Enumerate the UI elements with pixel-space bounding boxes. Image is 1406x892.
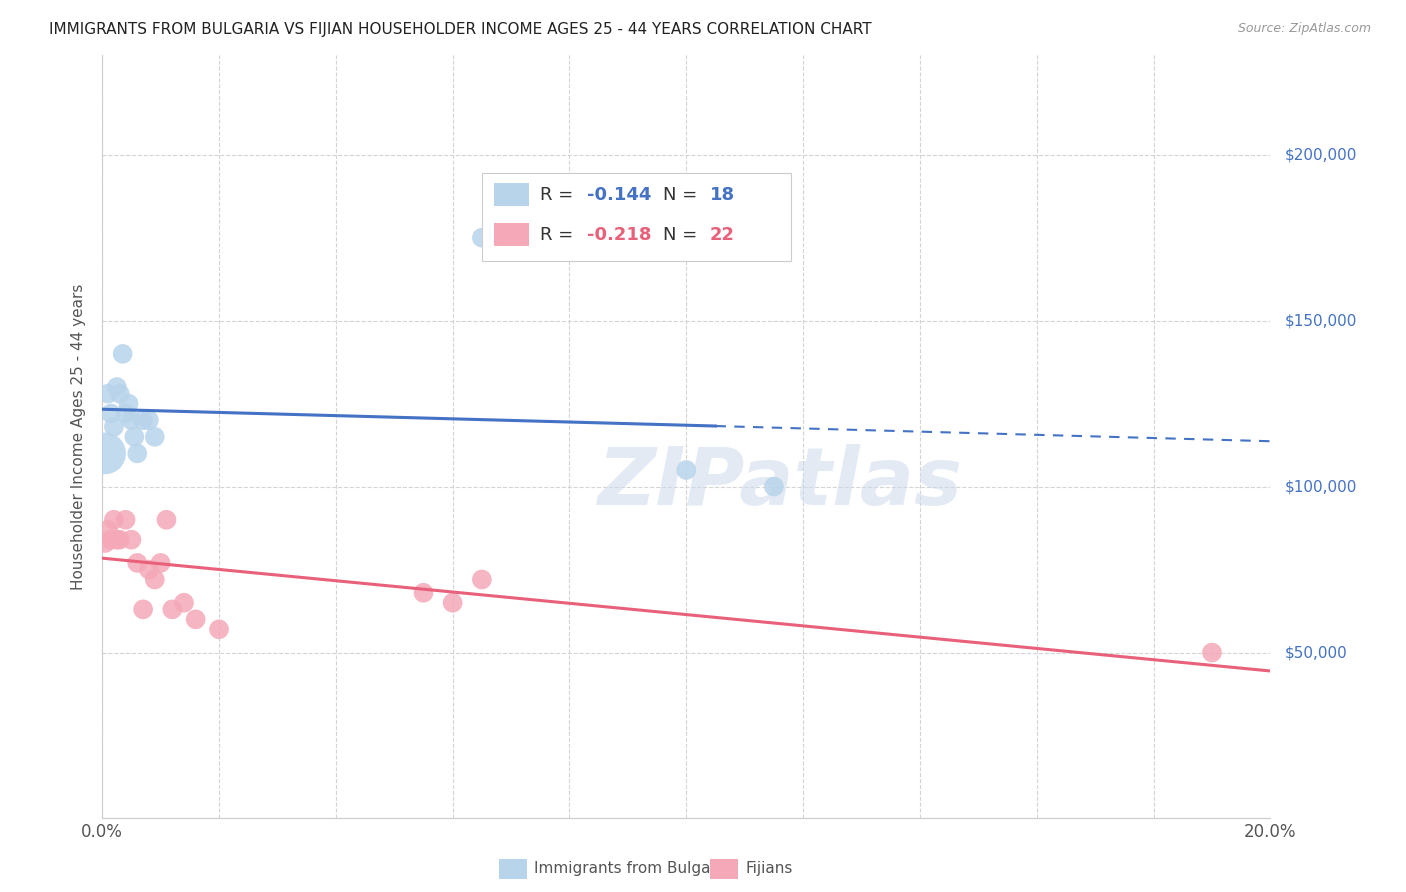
Point <box>100 407 122 421</box>
Point <box>103 420 125 434</box>
Point <box>1201 646 1223 660</box>
Point <box>471 573 494 587</box>
Text: N =: N = <box>664 186 703 204</box>
Text: IMMIGRANTS FROM BULGARIA VS FIJIAN HOUSEHOLDER INCOME AGES 25 - 44 YEARS CORRELA: IMMIGRANTS FROM BULGARIA VS FIJIAN HOUSE… <box>49 22 872 37</box>
Point <box>127 556 149 570</box>
Text: -0.218: -0.218 <box>588 226 651 244</box>
Text: -0.144: -0.144 <box>588 186 651 204</box>
Text: $150,000: $150,000 <box>1285 313 1357 328</box>
Point <box>762 479 785 493</box>
Point <box>138 563 160 577</box>
Point <box>111 347 134 361</box>
Point <box>120 533 142 547</box>
Point <box>441 596 464 610</box>
Text: R =: R = <box>540 186 579 204</box>
Point <box>127 446 149 460</box>
Point <box>149 556 172 570</box>
Point <box>155 513 177 527</box>
Point <box>97 523 120 537</box>
Point <box>675 463 697 477</box>
Text: Fijians: Fijians <box>745 862 793 876</box>
Text: $100,000: $100,000 <box>1285 479 1357 494</box>
Point <box>208 622 231 636</box>
Point <box>184 612 207 626</box>
Point <box>108 386 131 401</box>
Point <box>94 536 117 550</box>
Point <box>173 596 195 610</box>
Point <box>114 513 136 527</box>
Text: 22: 22 <box>710 226 735 244</box>
Point <box>124 430 146 444</box>
Point <box>132 602 155 616</box>
Text: $50,000: $50,000 <box>1285 645 1347 660</box>
Point <box>471 230 494 244</box>
Text: R =: R = <box>540 226 579 244</box>
Point <box>143 573 166 587</box>
Point <box>105 380 128 394</box>
Point <box>100 533 122 547</box>
Point <box>138 413 160 427</box>
Point <box>412 586 434 600</box>
Text: 18: 18 <box>710 186 735 204</box>
Point <box>103 513 125 527</box>
Point <box>117 396 139 410</box>
Point <box>94 446 117 460</box>
Point <box>114 407 136 421</box>
Text: Immigrants from Bulgaria: Immigrants from Bulgaria <box>534 862 731 876</box>
Text: Source: ZipAtlas.com: Source: ZipAtlas.com <box>1237 22 1371 36</box>
FancyBboxPatch shape <box>494 223 529 246</box>
Point <box>108 533 131 547</box>
Point <box>162 602 184 616</box>
Point <box>132 413 155 427</box>
FancyBboxPatch shape <box>482 173 792 261</box>
Point <box>120 413 142 427</box>
Point <box>97 386 120 401</box>
Y-axis label: Householder Income Ages 25 - 44 years: Householder Income Ages 25 - 44 years <box>72 284 86 590</box>
Text: N =: N = <box>664 226 703 244</box>
Point <box>143 430 166 444</box>
Text: $200,000: $200,000 <box>1285 147 1357 162</box>
Point <box>105 533 128 547</box>
Text: ZIPatlas: ZIPatlas <box>598 443 962 522</box>
FancyBboxPatch shape <box>494 184 529 206</box>
